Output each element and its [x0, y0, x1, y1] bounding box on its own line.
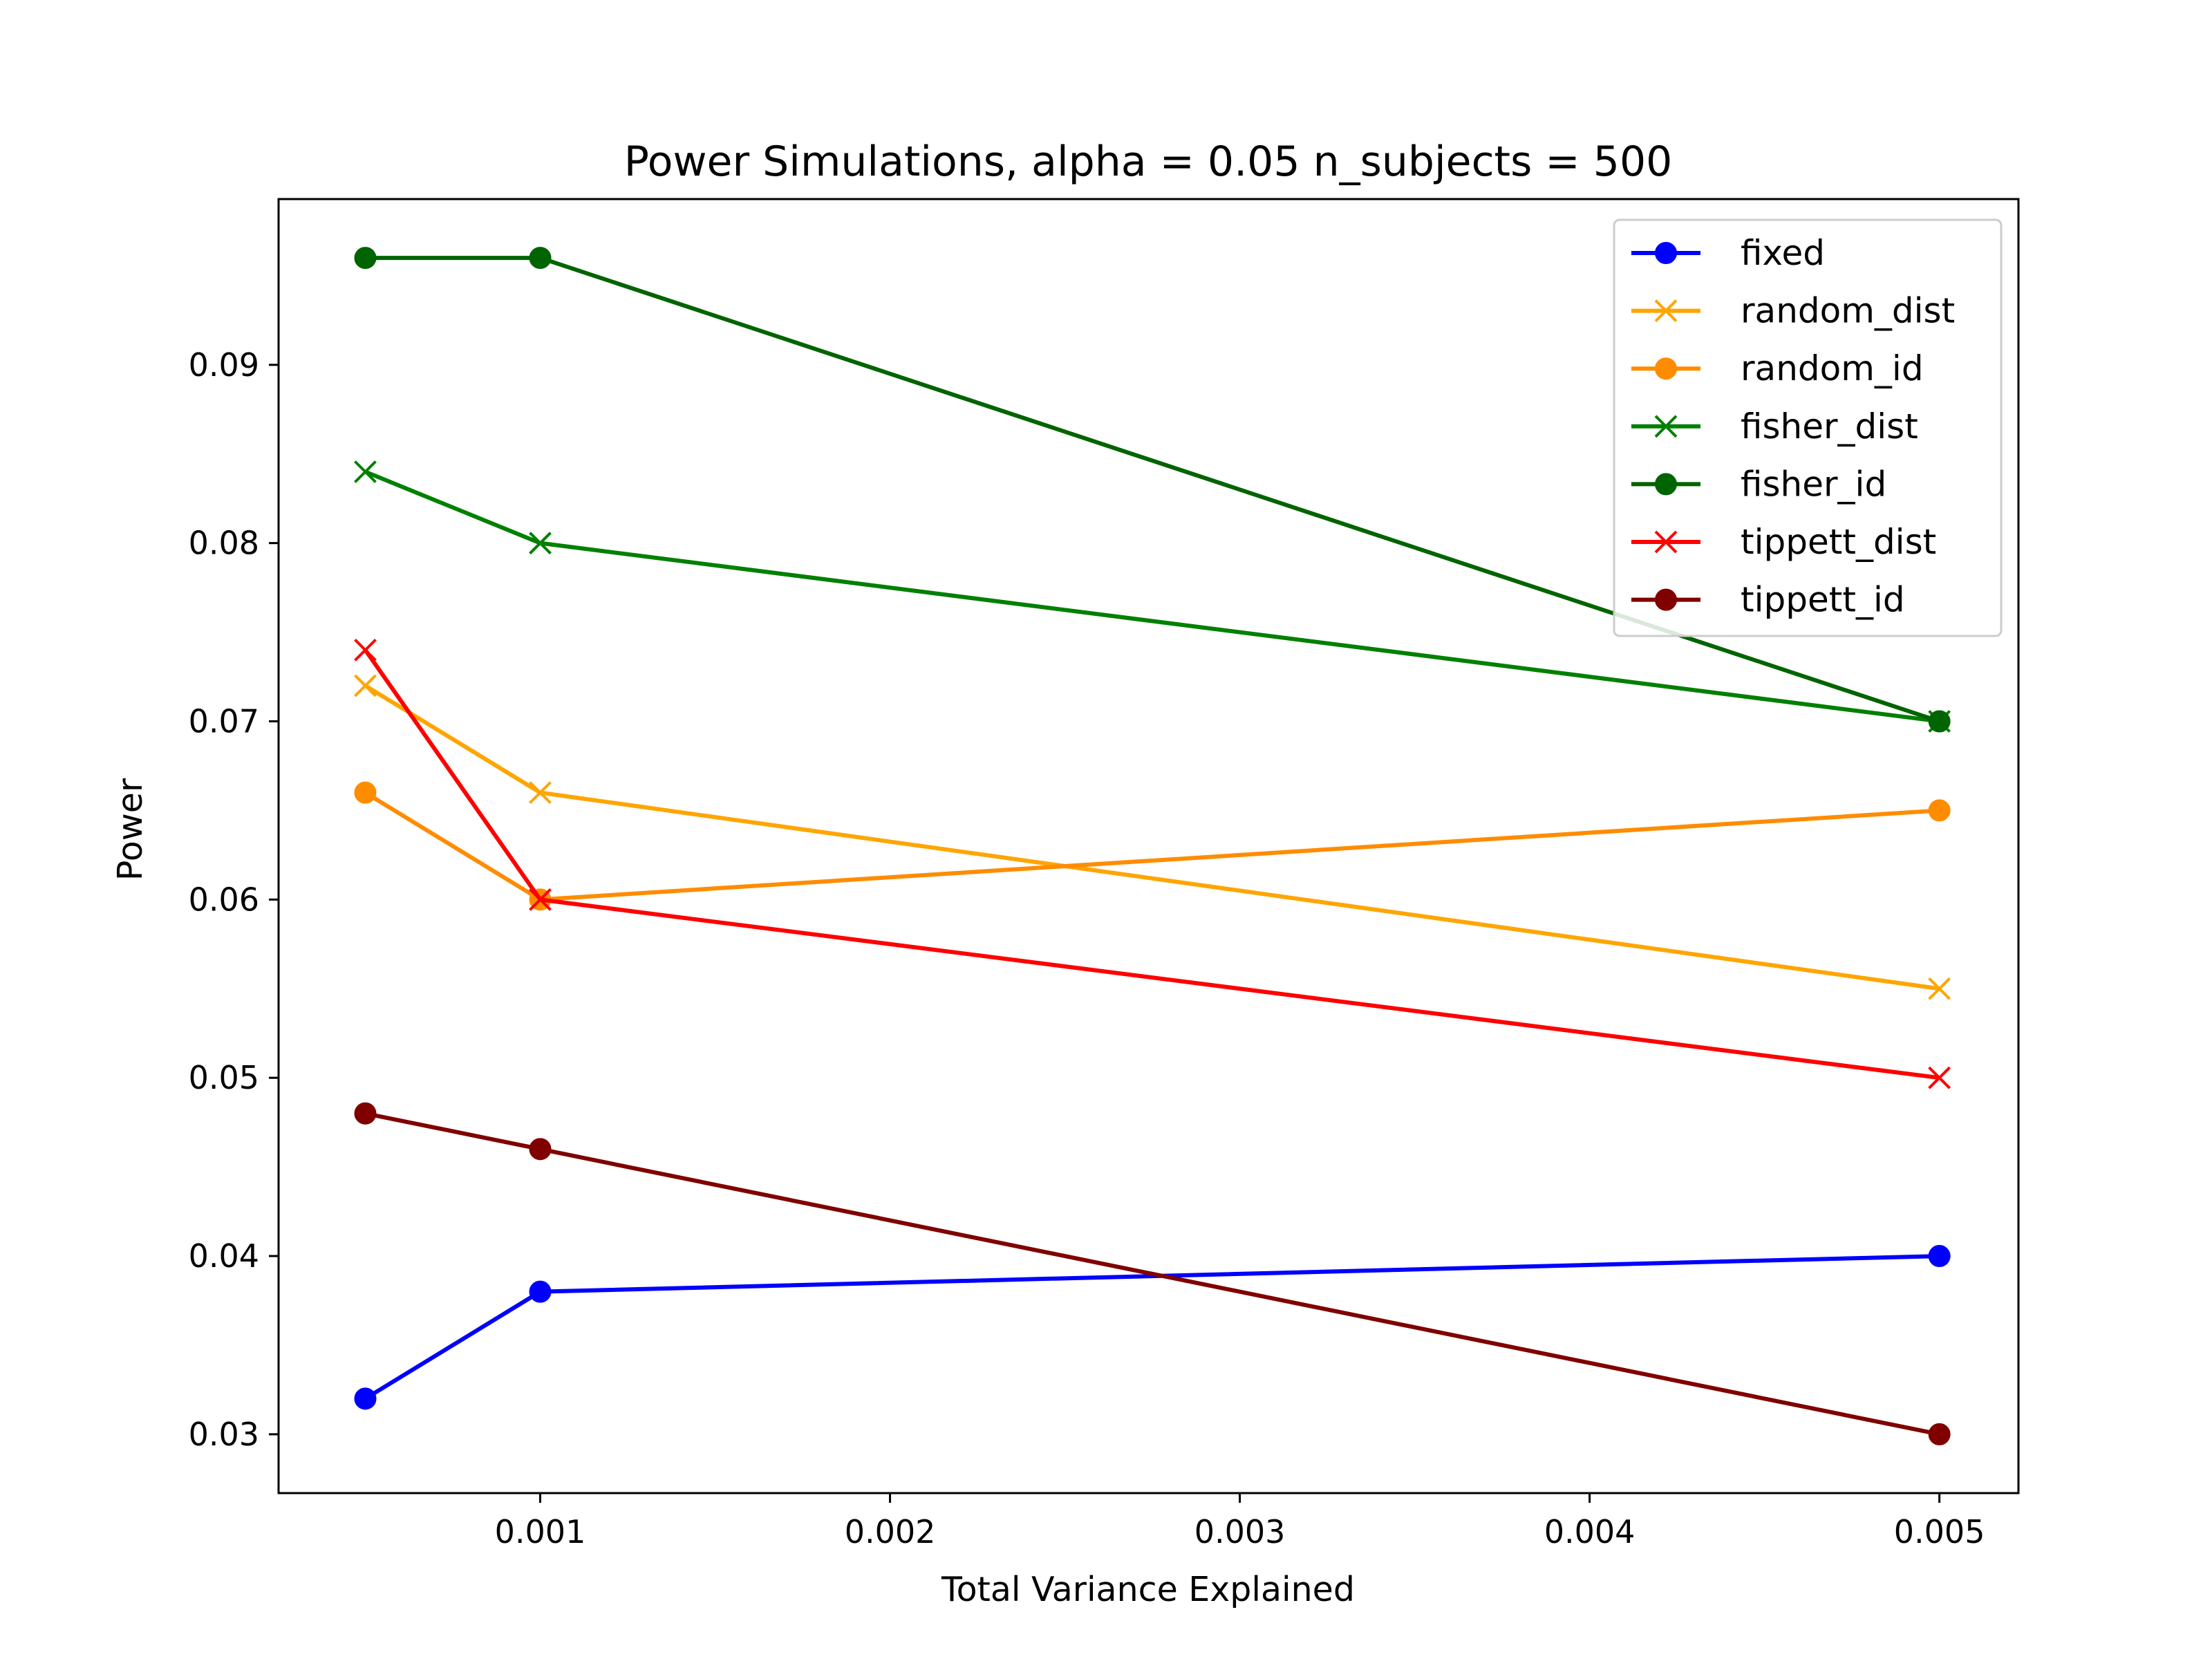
data-point-random_dist: [529, 781, 552, 805]
y-tick-label: 0.08: [189, 525, 259, 562]
y-tick-label: 0.09: [189, 346, 259, 384]
legend-marker: [1654, 299, 1678, 323]
x-tick-label: 0.005: [1894, 1513, 1985, 1550]
series-tippett_id: [354, 1102, 1951, 1445]
legend-label: fisher_id: [1741, 464, 1886, 504]
data-point-tippett_dist: [529, 888, 552, 911]
legend-label: tippett_dist: [1741, 522, 1936, 562]
data-point-fixed: [354, 1387, 377, 1410]
data-point-tippett_id: [1928, 1423, 1951, 1445]
legend-item-fisher_dist: fisher_dist: [1631, 406, 1918, 447]
series-random_dist: [354, 674, 1951, 1000]
data-point-fisher_id: [1928, 710, 1951, 733]
legend: fixed random_dist random_id fisher_distfish…: [1613, 218, 2003, 637]
x-axis-label: Total Variance Explained: [941, 1570, 1355, 1609]
legend-item-tippett_dist: tippett_dist: [1631, 522, 1936, 562]
series-fisher_id: [354, 247, 1951, 733]
legend-item-random_dist: random_dist: [1631, 291, 1955, 331]
series-fixed: [354, 1245, 1951, 1410]
legend-label: fixed: [1741, 233, 1825, 273]
legend-item-random_id: random_id: [1631, 348, 1924, 388]
data-point-random_id: [1928, 799, 1951, 822]
y-axis-label: Power: [111, 778, 150, 881]
data-point-fisher_dist: [529, 532, 552, 555]
x-tick-label: 0.002: [845, 1513, 936, 1550]
legend-item-tippett_id: tippett_id: [1631, 580, 1905, 620]
legend-label: tippett_id: [1741, 580, 1905, 620]
legend-box: [1613, 218, 2003, 637]
legend-marker: [1654, 415, 1678, 438]
x-tick-label: 0.001: [495, 1513, 586, 1550]
y-tick-label: 0.06: [189, 881, 259, 918]
legend-item-fisher_id: fisher_id: [1631, 464, 1886, 504]
data-point-random_dist: [1928, 977, 1951, 1000]
series-tippett_dist: [354, 638, 1951, 1089]
y-tick-label: 0.05: [189, 1059, 259, 1096]
y-axis: 0.03 0.04 0.05 0.06 0.07 0.08 0.09: [189, 346, 279, 1453]
data-point-random_id: [354, 781, 377, 804]
y-tick-label: 0.07: [189, 703, 259, 740]
data-point-fixed: [1928, 1245, 1951, 1268]
plot-frame: [277, 198, 2020, 1494]
legend-marker: [1655, 357, 1677, 380]
y-tick-label: 0.03: [189, 1416, 259, 1453]
data-point-tippett_dist: [354, 638, 377, 662]
legend-marker: [1655, 473, 1677, 496]
x-tick-label: 0.003: [1194, 1513, 1286, 1550]
y-tick-label: 0.04: [189, 1237, 259, 1275]
data-point-tippett_id: [529, 1138, 552, 1161]
data-point-tippett_id: [354, 1102, 377, 1125]
chart-title: Power Simulations, alpha = 0.05 n_subjec…: [624, 138, 1673, 186]
legend-item-fixed: fixed: [1631, 233, 1825, 273]
data-point-random_dist: [354, 674, 377, 697]
data-point-fisher_dist: [354, 460, 377, 483]
data-point-fisher_id: [529, 247, 552, 270]
data-point-tippett_dist: [1928, 1066, 1951, 1089]
legend-label: random_dist: [1741, 291, 1955, 331]
plot-series: [354, 247, 1951, 1445]
x-axis: 0.001 0.002 0.003 0.004 0.005: [495, 1493, 1985, 1550]
legend-marker: [1655, 588, 1677, 611]
legend-label: random_id: [1741, 348, 1924, 388]
legend-marker: [1655, 242, 1677, 264]
legend-label: fisher_dist: [1741, 406, 1918, 447]
x-tick-label: 0.004: [1544, 1513, 1635, 1550]
data-point-fixed: [529, 1280, 552, 1303]
data-point-fisher_id: [354, 247, 377, 270]
legend-marker: [1654, 530, 1678, 554]
